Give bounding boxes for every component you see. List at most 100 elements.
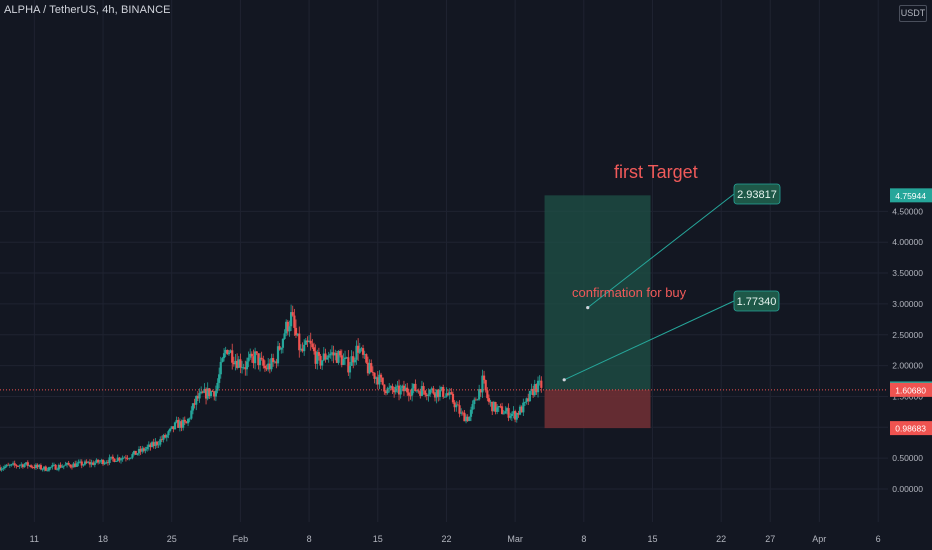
target-zone[interactable] xyxy=(544,195,651,390)
candle-body xyxy=(16,466,20,467)
candle-body xyxy=(188,418,191,420)
candle-body xyxy=(180,421,183,428)
candle-body xyxy=(113,458,116,462)
candle-body xyxy=(464,416,468,422)
candle-body xyxy=(142,448,146,451)
candle-body xyxy=(438,389,442,397)
candle-body xyxy=(65,462,69,465)
candle-body xyxy=(509,415,512,418)
candle-body xyxy=(118,457,121,461)
candle-body xyxy=(203,388,206,393)
candle-body xyxy=(80,461,83,466)
candle-body xyxy=(214,390,217,397)
candle-body xyxy=(191,403,195,411)
candle-body xyxy=(56,469,59,471)
candle-body xyxy=(213,391,216,397)
candle-body xyxy=(383,384,386,392)
candle-body xyxy=(227,352,231,355)
candle-body xyxy=(64,464,67,466)
candle-body xyxy=(281,338,285,348)
candle-body xyxy=(497,406,500,408)
candle-body xyxy=(425,394,428,397)
candle-body xyxy=(522,402,525,413)
candle-body xyxy=(355,345,358,360)
candle-body xyxy=(448,392,451,396)
candle-body xyxy=(26,462,29,466)
candle-body xyxy=(98,461,101,463)
candle-body xyxy=(394,386,397,393)
candle-body xyxy=(482,375,486,381)
price-axis[interactable]: 0.000000.500001.000001.500002.000002.500… xyxy=(890,188,932,494)
candle-body xyxy=(8,465,11,466)
candle-body xyxy=(47,467,51,471)
candle-body xyxy=(252,356,255,364)
stop-zone[interactable] xyxy=(544,389,651,429)
candle-body xyxy=(250,353,253,357)
candle-body xyxy=(115,461,118,462)
callout-value: 2.93817 xyxy=(737,189,777,201)
candle-body xyxy=(280,347,283,350)
time-axis[interactable]: 11 18 25 Feb 8 15 22 Mar 8 15 22 27 Apr 6 xyxy=(30,534,881,544)
callout-value: 1.77340 xyxy=(737,296,777,308)
candle-body xyxy=(525,398,528,402)
candle-body xyxy=(299,348,303,351)
chart-title: ALPHA / TetherUS, 4h, BINANCE xyxy=(4,4,171,16)
candle-body xyxy=(451,393,455,403)
annotation[interactable]: confirmation for buy 1.77340 xyxy=(562,285,780,382)
candle-body xyxy=(88,462,92,465)
price-label-box xyxy=(890,421,932,436)
candle-body xyxy=(222,353,226,359)
candle-body xyxy=(348,365,352,373)
candle-body xyxy=(25,462,28,465)
candle-body xyxy=(386,388,389,394)
candle-body xyxy=(38,465,41,468)
candle-body xyxy=(478,389,481,400)
candle-body xyxy=(505,408,509,412)
candle-body xyxy=(455,404,458,408)
candle-body xyxy=(402,385,406,392)
candle-body xyxy=(370,363,373,373)
candle-body xyxy=(298,333,301,351)
candle-body xyxy=(312,347,316,352)
annotation-connector xyxy=(587,193,735,308)
candle-body xyxy=(10,464,13,466)
candle-body xyxy=(170,426,173,429)
candle-body xyxy=(186,418,190,424)
candle-body xyxy=(504,411,507,414)
candle-body xyxy=(126,458,129,460)
candle-body xyxy=(75,463,78,467)
candle-body xyxy=(61,466,64,468)
candle-body xyxy=(538,380,541,382)
candle-body xyxy=(414,383,417,392)
time-tick-label: 8 xyxy=(307,534,312,544)
candle-body xyxy=(419,391,422,396)
annotation-anchor xyxy=(562,378,566,382)
candle-body xyxy=(409,395,412,397)
candle-body xyxy=(337,351,340,363)
candle-body xyxy=(0,468,3,471)
candle-body xyxy=(74,463,77,467)
candle-body xyxy=(165,435,168,438)
candle-body xyxy=(200,391,203,394)
candle-body xyxy=(54,464,57,470)
price-label-box xyxy=(890,382,932,397)
candle-body xyxy=(291,312,294,316)
candle-body xyxy=(319,355,322,366)
candle-body xyxy=(327,355,330,358)
candle-body xyxy=(87,462,90,463)
annotation[interactable]: first Target 2.93817 xyxy=(586,162,781,310)
candle-body xyxy=(535,384,538,393)
candle-body xyxy=(424,390,427,395)
candle-body xyxy=(411,388,414,396)
candle-body xyxy=(90,462,93,465)
candle-body xyxy=(7,464,10,466)
candle-body xyxy=(481,375,484,393)
candle-body xyxy=(415,390,419,392)
candle-body xyxy=(190,410,193,419)
currency-button[interactable]: USDT xyxy=(899,5,927,22)
candle-body xyxy=(278,346,281,350)
candle-body xyxy=(406,387,409,393)
candle-body xyxy=(368,363,371,374)
